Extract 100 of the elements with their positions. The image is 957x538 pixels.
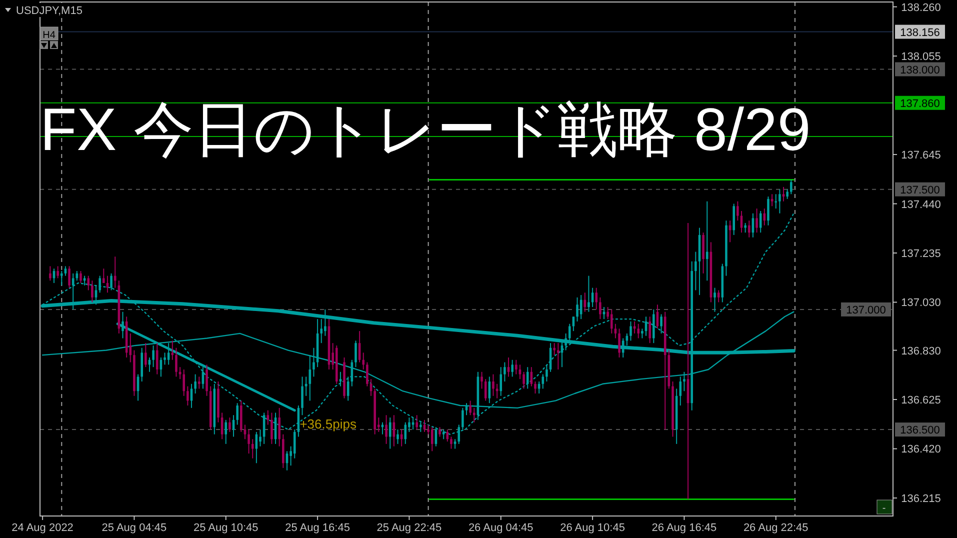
candlestick [301,376,304,416]
candlestick [614,323,617,339]
candlestick [178,366,182,380]
candlestick [778,188,781,214]
candlestick [60,270,63,286]
y-tick-label: 136.625 [901,394,941,407]
candlestick [171,340,174,360]
candlestick [767,196,770,226]
candlestick [80,270,82,284]
candlestick [339,371,342,387]
candlestick [102,268,105,284]
candlestick [152,344,154,368]
candlestick [694,251,697,291]
candlestick [534,380,536,394]
candlestick [259,429,262,447]
candlestick [198,376,200,390]
candlestick [304,376,308,396]
candlestick [637,323,640,339]
candlestick [518,364,522,380]
candlestick [748,220,750,238]
candlestick [324,308,326,336]
candlestick [224,419,228,444]
y-tick-label: 138.055 [901,51,941,64]
candlestick [416,414,418,430]
candlestick [492,374,494,396]
y-tick-label: 138.260 [901,2,941,14]
candlestick [320,318,323,344]
candlestick [354,340,357,368]
y-tick-label: 136.420 [901,444,941,456]
candlestick [557,342,560,370]
candlestick [588,275,590,312]
candlestick [362,352,365,370]
candlestick [420,422,422,432]
candlestick [83,275,86,286]
candlestick [106,275,109,294]
x-tick-label: 26 Aug 04:45 [468,522,534,534]
candlestick [782,186,785,202]
candlestick [385,414,388,444]
candlestick [553,342,556,356]
candlestick [774,194,778,210]
candlestick [164,352,166,366]
candlestick [293,429,296,459]
candlestick [630,320,632,342]
candlestick [167,342,170,366]
candlestick [438,426,441,438]
candlestick [110,272,112,291]
candlestick [248,429,250,454]
candlestick [599,296,602,320]
candlestick [526,366,529,390]
annotation: H4 [42,30,56,41]
candlestick [114,256,116,288]
candlestick [98,275,101,294]
candlestick [610,308,613,334]
candlestick [266,410,270,426]
candlestick [595,287,598,310]
candlestick [679,376,682,406]
candlestick [511,359,514,378]
candlestick [472,407,476,423]
candlestick [404,422,407,444]
candlestick [244,424,246,440]
candlestick [714,287,716,312]
y-tick-label: 137.645 [901,150,941,162]
ref-line-label: 137.500 [900,184,940,196]
candlestick [64,266,67,276]
candlestick [618,328,620,358]
ref-line-label: 138.156 [900,26,940,39]
candlestick [388,417,392,450]
candlestick [683,371,686,392]
y-tick-label: 137.235 [901,248,941,260]
x-tick-label: 25 Aug 04:45 [102,522,167,534]
candlestick [381,422,384,435]
candlestick [430,426,434,452]
candlestick [144,342,147,368]
candlestick [522,371,525,390]
candlestick [156,342,158,375]
candlestick [462,407,464,430]
candlestick [496,383,498,399]
candlestick [660,314,662,334]
candlestick [450,436,452,450]
candlestick [454,438,456,450]
x-tick-label: 24 Aug 2022 [12,522,74,534]
candlestick [641,328,644,339]
candlestick [706,200,708,282]
chart-subtitle: USDJPY,M15 [16,5,82,17]
candlestick [56,266,59,279]
x-tick-label: 25 Aug 22:45 [376,522,442,534]
candlestick [49,266,52,282]
ref-line-label: 138.000 [900,64,940,76]
ref-line-label: 137.000 [846,304,886,316]
candlestick [542,374,544,390]
candlestick [717,290,720,303]
candlestick [278,407,280,447]
candlestick [504,362,506,382]
candlestick [228,417,231,432]
candlestick [546,364,548,382]
x-tick-label: 25 Aug 16:45 [285,522,350,534]
candlestick [194,374,196,394]
candlestick [396,429,399,444]
candlestick [786,188,788,200]
candlestick [312,347,315,378]
